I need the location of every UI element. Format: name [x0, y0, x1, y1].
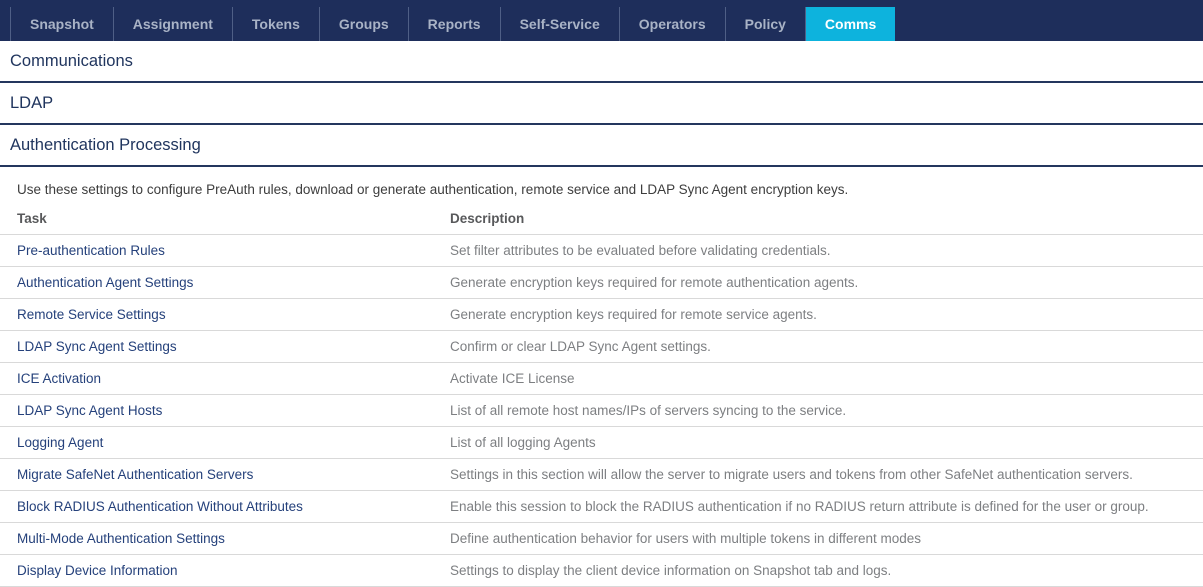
- task-link-logging-agent[interactable]: Logging Agent: [17, 435, 104, 450]
- table-header-row: Task Description: [0, 203, 1203, 235]
- task-link-multi-mode-authentication-settings[interactable]: Multi-Mode Authentication Settings: [17, 531, 225, 546]
- task-link-ldap-sync-agent-hosts[interactable]: LDAP Sync Agent Hosts: [17, 403, 163, 418]
- task-description: List of all remote host names/IPs of ser…: [450, 394, 1203, 427]
- tab-comms[interactable]: Comms: [804, 7, 896, 41]
- tab-groups[interactable]: Groups: [318, 7, 408, 41]
- section-header-ldap[interactable]: LDAP: [0, 83, 1203, 125]
- task-description: Generate encryption keys required for re…: [450, 266, 1203, 299]
- table-row: Display Device Information Settings to d…: [0, 554, 1203, 587]
- tab-policy[interactable]: Policy: [724, 7, 805, 41]
- task-link-ldap-sync-agent-settings[interactable]: LDAP Sync Agent Settings: [17, 339, 177, 354]
- task-link-pre-authentication-rules[interactable]: Pre-authentication Rules: [17, 243, 165, 258]
- main-nav: Snapshot Assignment Tokens Groups Report…: [0, 0, 1203, 41]
- table-row: Remote Service Settings Generate encrypt…: [0, 298, 1203, 331]
- table-row: Multi-Mode Authentication Settings Defin…: [0, 522, 1203, 555]
- column-header-task: Task: [0, 203, 450, 235]
- task-table: Task Description Pre-authentication Rule…: [0, 203, 1203, 587]
- table-row: Migrate SafeNet Authentication Servers S…: [0, 458, 1203, 491]
- task-description: Generate encryption keys required for re…: [450, 298, 1203, 331]
- task-link-ice-activation[interactable]: ICE Activation: [17, 371, 102, 386]
- section-intro-text: Use these settings to configure PreAuth …: [17, 182, 849, 197]
- table-row: LDAP Sync Agent Hosts List of all remote…: [0, 394, 1203, 427]
- table-row: LDAP Sync Agent Settings Confirm or clea…: [0, 330, 1203, 363]
- task-description: Confirm or clear LDAP Sync Agent setting…: [450, 330, 1203, 363]
- task-link-authentication-agent-settings[interactable]: Authentication Agent Settings: [17, 275, 194, 290]
- column-header-description: Description: [450, 203, 1203, 235]
- section-header-communications[interactable]: Communications: [0, 41, 1203, 83]
- section-header-authentication-processing[interactable]: Authentication Processing: [0, 125, 1203, 167]
- tab-tokens[interactable]: Tokens: [231, 7, 319, 41]
- table-row: Authentication Agent Settings Generate e…: [0, 266, 1203, 299]
- tab-reports[interactable]: Reports: [407, 7, 500, 41]
- tab-assignment[interactable]: Assignment: [112, 7, 232, 41]
- task-link-remote-service-settings[interactable]: Remote Service Settings: [17, 307, 166, 322]
- tab-snapshot[interactable]: Snapshot: [10, 7, 113, 41]
- tab-self-service[interactable]: Self-Service: [499, 7, 619, 41]
- table-row: ICE Activation Activate ICE License: [0, 362, 1203, 395]
- table-row: Block RADIUS Authentication Without Attr…: [0, 490, 1203, 523]
- task-description: Settings to display the client device in…: [450, 554, 1203, 587]
- task-link-display-device-information[interactable]: Display Device Information: [17, 563, 178, 578]
- task-description: Settings in this section will allow the …: [450, 458, 1203, 491]
- table-row: Pre-authentication Rules Set filter attr…: [0, 234, 1203, 267]
- table-row: Logging Agent List of all logging Agents: [0, 426, 1203, 459]
- tab-operators[interactable]: Operators: [618, 7, 725, 41]
- task-description: Set filter attributes to be evaluated be…: [450, 234, 1203, 267]
- task-description: Enable this session to block the RADIUS …: [450, 490, 1203, 523]
- task-description: Activate ICE License: [450, 362, 1203, 395]
- task-description: Define authentication behavior for users…: [450, 522, 1203, 555]
- task-description: List of all logging Agents: [450, 426, 1203, 459]
- task-link-migrate-safenet-authentication-servers[interactable]: Migrate SafeNet Authentication Servers: [17, 467, 254, 482]
- authentication-processing-panel: Use these settings to configure PreAuth …: [0, 182, 1203, 587]
- task-link-block-radius-authentication-without-attributes[interactable]: Block RADIUS Authentication Without Attr…: [17, 499, 303, 514]
